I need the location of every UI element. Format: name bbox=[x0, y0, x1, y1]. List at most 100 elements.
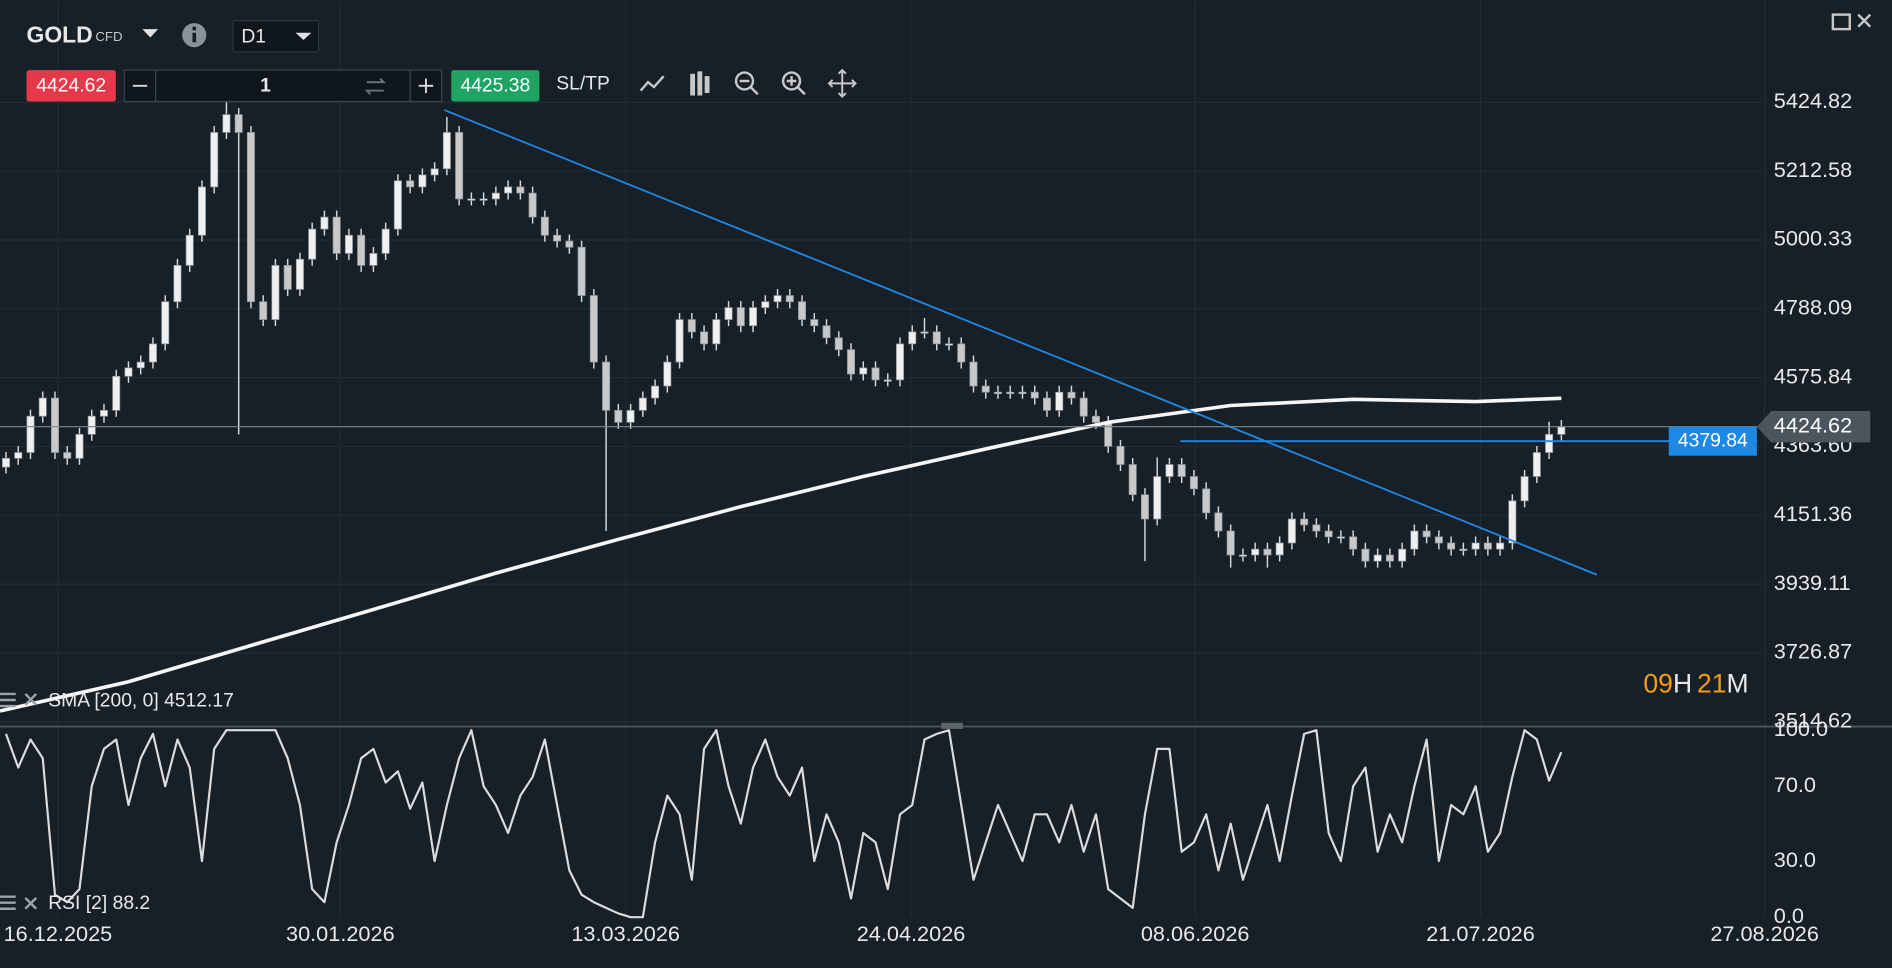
candle-body bbox=[1153, 476, 1162, 520]
candle-body bbox=[1128, 464, 1137, 496]
zoom-out-icon[interactable] bbox=[734, 71, 755, 91]
x-tick-label: 24.04.2026 bbox=[857, 921, 966, 946]
y-tick-label: 3726.87 bbox=[1774, 639, 1852, 664]
quantity-input[interactable] bbox=[155, 69, 411, 103]
pan-icon[interactable] bbox=[827, 68, 857, 99]
candle-body bbox=[883, 379, 892, 382]
candle-body bbox=[283, 265, 292, 290]
pane-resize-handle[interactable] bbox=[941, 722, 963, 729]
candle-body bbox=[1067, 391, 1076, 399]
candle-body bbox=[1398, 548, 1407, 562]
zoom-in-icon[interactable] bbox=[781, 71, 802, 91]
candle-body bbox=[577, 246, 586, 296]
y-tick-label: 0.0 bbox=[1774, 903, 1804, 928]
rsi-settings-icon[interactable] bbox=[0, 895, 16, 910]
sma-settings-icon[interactable] bbox=[0, 692, 16, 708]
level-tag-label: 4379.84 bbox=[1678, 430, 1748, 451]
rsi-remove-icon[interactable] bbox=[24, 897, 38, 910]
candle-body bbox=[1300, 518, 1309, 526]
x-tick-label: 16.12.2025 bbox=[4, 921, 113, 946]
candle-body bbox=[1238, 554, 1247, 557]
buy-button[interactable] bbox=[451, 70, 540, 102]
rsi-legend: RSI [2] 88.2 bbox=[48, 893, 150, 914]
candle-body bbox=[1532, 452, 1541, 477]
line-chart-icon[interactable] bbox=[639, 75, 665, 92]
candle-body bbox=[724, 307, 733, 320]
candle-body bbox=[320, 216, 329, 230]
candle-body bbox=[1557, 426, 1566, 435]
sma-remove-icon[interactable] bbox=[24, 693, 38, 706]
candle-body bbox=[1545, 433, 1554, 453]
candle-body bbox=[614, 409, 623, 423]
candle-body bbox=[246, 132, 255, 303]
candle-body bbox=[1508, 500, 1517, 544]
y-tick-label: 4788.09 bbox=[1774, 295, 1852, 320]
plot-area bbox=[0, 102, 1762, 919]
candle-body bbox=[516, 186, 525, 194]
candle-body bbox=[173, 265, 182, 303]
candle-body bbox=[1496, 542, 1505, 550]
candle-body bbox=[908, 331, 917, 345]
candle-body bbox=[638, 397, 647, 411]
candle-body bbox=[1520, 476, 1529, 502]
candle-body bbox=[1006, 391, 1015, 395]
candle-body bbox=[442, 132, 451, 170]
last-price-label: 4424.62 bbox=[1774, 412, 1852, 437]
candle-body bbox=[663, 361, 672, 387]
candle-body bbox=[2, 457, 10, 468]
candle-body bbox=[1042, 397, 1051, 411]
swap-icon[interactable] bbox=[364, 77, 386, 95]
candle-body bbox=[1202, 488, 1211, 514]
candle-body bbox=[63, 452, 72, 459]
candle-body bbox=[810, 319, 819, 327]
candle-body bbox=[798, 301, 807, 320]
candle-body bbox=[1483, 542, 1492, 550]
candle-body bbox=[161, 301, 170, 345]
info-icon-dot bbox=[192, 26, 197, 31]
candle-body bbox=[332, 216, 341, 254]
candle-body bbox=[969, 361, 978, 387]
sl-tp-button[interactable]: SL/TP bbox=[556, 74, 610, 95]
candle-body bbox=[1471, 542, 1480, 550]
symbol-dropdown[interactable] bbox=[142, 29, 159, 38]
candle-body bbox=[859, 367, 868, 375]
candle-body bbox=[1055, 391, 1064, 411]
candle-body bbox=[528, 192, 537, 218]
candle-body bbox=[197, 186, 206, 236]
timeframe-select[interactable] bbox=[232, 20, 320, 53]
candle-body bbox=[99, 409, 108, 417]
y-tick-label: 100.0 bbox=[1774, 716, 1828, 741]
x-tick-label: 21.07.2026 bbox=[1426, 921, 1535, 946]
y-tick-label: 3514.62 bbox=[1774, 708, 1852, 733]
candle-body bbox=[1447, 542, 1456, 550]
candle-body bbox=[1361, 548, 1370, 562]
candle-body bbox=[920, 331, 929, 334]
close-button[interactable] bbox=[1857, 13, 1872, 28]
timeframe: D1 bbox=[241, 27, 266, 48]
candle-body bbox=[148, 343, 157, 363]
candle-body bbox=[51, 397, 59, 453]
candle-body bbox=[406, 180, 415, 188]
sell-button[interactable] bbox=[26, 70, 116, 102]
candle-body bbox=[185, 234, 194, 266]
x-tick-label: 13.03.2026 bbox=[571, 921, 680, 946]
trend-line bbox=[444, 109, 1598, 576]
candle-body bbox=[1312, 524, 1321, 532]
candle-body bbox=[565, 240, 574, 248]
candle-body bbox=[295, 258, 304, 290]
countdown-hours: 09 bbox=[1643, 669, 1673, 699]
candle-body bbox=[1104, 421, 1113, 447]
buy-price: 4425.38 bbox=[460, 76, 530, 97]
candle-body bbox=[222, 114, 231, 133]
candle-body bbox=[455, 132, 464, 200]
zoom-out-glyph bbox=[739, 79, 759, 96]
candle-chart-icon[interactable] bbox=[690, 71, 710, 96]
y-tick-label: 5212.58 bbox=[1774, 157, 1852, 182]
candle-body bbox=[945, 343, 953, 346]
candle-body bbox=[626, 409, 635, 423]
candle-body bbox=[553, 234, 562, 242]
minimize-button[interactable] bbox=[1831, 13, 1851, 31]
candle-body bbox=[1177, 464, 1186, 477]
